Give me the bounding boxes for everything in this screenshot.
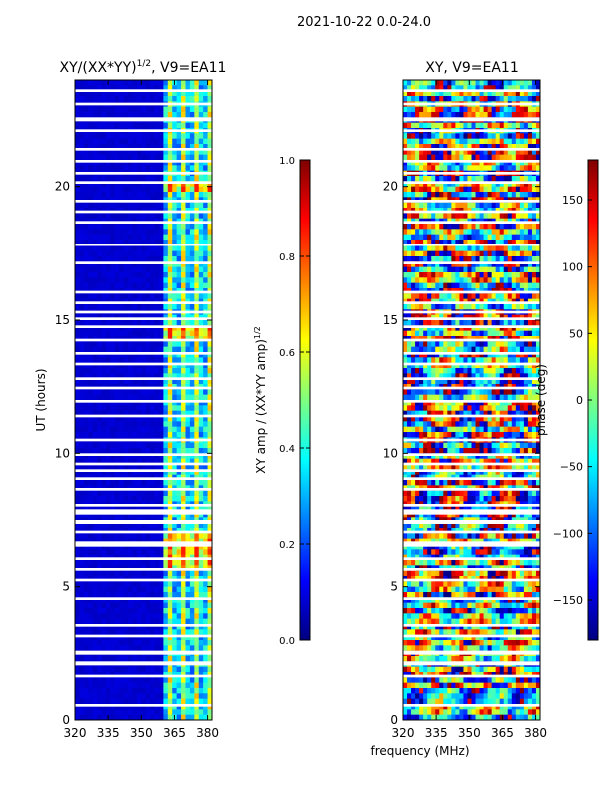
x-tick-label: 320 bbox=[392, 726, 415, 740]
y-tick-label: 20 bbox=[55, 180, 70, 194]
phase-colorbar-tick-label: −100 bbox=[553, 527, 583, 540]
phase-colorbar-tick-label: 100 bbox=[562, 261, 583, 274]
left-ylabel: UT (hours) bbox=[34, 368, 48, 431]
x-tick-label: 380 bbox=[196, 726, 219, 740]
phase-colorbar-tick-label: −150 bbox=[553, 594, 583, 607]
y-tick-label: 20 bbox=[383, 180, 398, 194]
amp-colorbar-tick-label: 1.0 bbox=[279, 156, 295, 167]
amplitude-heatmap bbox=[75, 80, 213, 721]
right-panel-title: XY, V9=EA11 bbox=[425, 60, 519, 76]
x-tick-label: 335 bbox=[425, 726, 448, 740]
y-tick-label: 15 bbox=[55, 313, 70, 327]
amp-cbar-label-exponent: 1/2 bbox=[253, 326, 262, 339]
amplitude-colorbar bbox=[299, 159, 311, 641]
amplitude-colorbar-ticks: 0.0 0.2 0.4 0.6 0.8 1.0 bbox=[279, 156, 310, 647]
frequency-xlabel: frequency (MHz) bbox=[370, 744, 469, 758]
phase-colorbar-tick-label: 0 bbox=[576, 394, 583, 407]
figure-suptitle: 2021-10-22 0.0-24.0 bbox=[297, 15, 431, 30]
y-tick-label: 15 bbox=[383, 313, 398, 327]
left-title-exponent: 1/2 bbox=[137, 59, 151, 69]
amp-cbar-label-main: XY amp / (XX*YY amp) bbox=[254, 339, 268, 474]
left-panel-title: XY/(XX*YY)1/2, V9=EA11 bbox=[60, 59, 227, 76]
x-tick-label: 350 bbox=[130, 726, 153, 740]
y-tick-label: 5 bbox=[390, 580, 398, 594]
amp-colorbar-tick-label: 0.2 bbox=[279, 540, 295, 551]
x-tick-label: 365 bbox=[163, 726, 186, 740]
amp-colorbar-tick-label: 0.0 bbox=[279, 636, 295, 647]
phase-plot-frame bbox=[402, 79, 541, 721]
x-tick-label: 320 bbox=[64, 726, 87, 740]
phase-axis-ticks: 320 335 350 365 380 0 5 10 15 20 bbox=[383, 80, 547, 740]
amplitude-plot-frame bbox=[74, 79, 213, 721]
y-tick-label: 0 bbox=[390, 713, 398, 727]
phase-colorbar-ticks: −150 −100 −50 0 50 100 150 bbox=[553, 194, 592, 607]
amplitude-colorbar-label: XY amp / (XX*YY amp)1/2 bbox=[253, 326, 268, 474]
phase-colorbar-tick-label: −50 bbox=[560, 461, 583, 474]
phase-colorbar-tick-label: 150 bbox=[562, 194, 583, 207]
left-title-suffix: , V9=EA11 bbox=[151, 60, 226, 76]
amp-colorbar-tick-label: 0.8 bbox=[279, 252, 295, 263]
amp-colorbar-tick-label: 0.4 bbox=[279, 444, 295, 455]
phase-colorbar-label: phase (deg) bbox=[534, 364, 548, 436]
left-title-main: XY/(XX*YY) bbox=[60, 60, 137, 76]
x-tick-label: 380 bbox=[524, 726, 547, 740]
y-tick-label: 0 bbox=[62, 713, 70, 727]
amp-colorbar-tick-label: 0.6 bbox=[279, 348, 295, 359]
amplitude-axis-ticks: 320 335 350 365 380 0 5 10 15 20 bbox=[55, 80, 219, 740]
x-tick-label: 365 bbox=[491, 726, 514, 740]
x-tick-label: 350 bbox=[458, 726, 481, 740]
phase-colorbar-tick-label: 50 bbox=[569, 327, 583, 340]
y-tick-label: 5 bbox=[62, 580, 70, 594]
x-tick-label: 335 bbox=[97, 726, 120, 740]
y-tick-label: 10 bbox=[383, 446, 398, 460]
phase-heatmap bbox=[403, 80, 541, 721]
y-tick-label: 10 bbox=[55, 446, 70, 460]
